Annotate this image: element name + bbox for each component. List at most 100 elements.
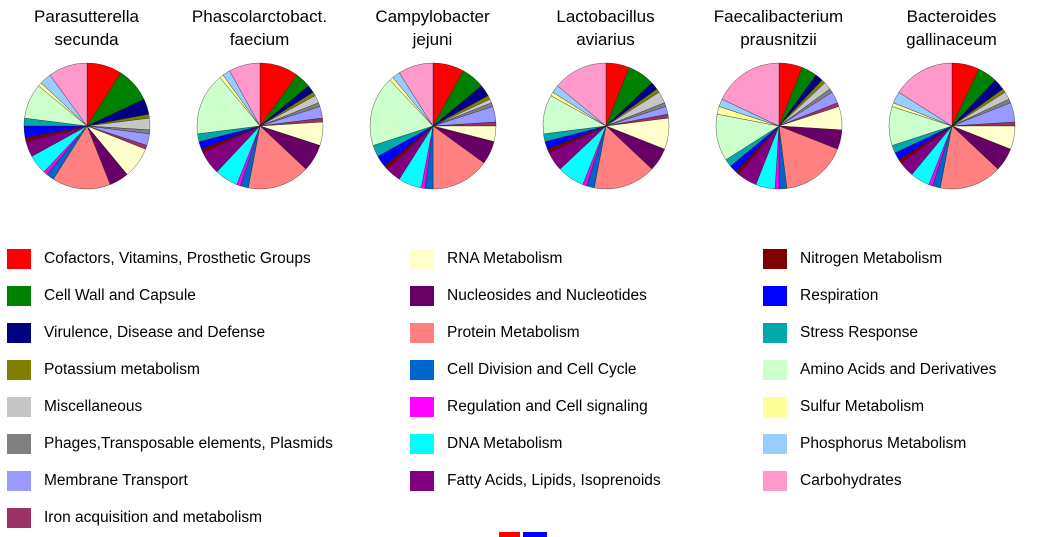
legend-item: Protein Metabolism [410,314,763,351]
legend-item: Sulfur Metabolism [763,388,1038,425]
pie-figure: Phascolarctobact. faecium [173,4,346,190]
legend-item: Membrane Transport [7,462,410,499]
legend-label: Stress Response [800,323,919,341]
legend-label: Cell Wall and Capsule [44,286,196,304]
legend-swatch [763,248,787,269]
pie-title: Parasutterella secunda [0,4,173,52]
legend-swatch [410,248,434,269]
legend-item: Cell Wall and Capsule [7,277,410,314]
legend-label: DNA Metabolism [447,434,563,452]
pie-title: Faecalibacterium prausnitzii [692,4,865,52]
legend-swatch [763,396,787,417]
pie-title-line1: Lactobacillus [556,7,655,26]
legend-column: Cofactors, Vitamins, Prosthetic Groups Ce… [7,240,410,536]
pie-figure: Bacteroides gallinaceum [865,4,1038,190]
pie-chart [23,62,150,190]
pie-title: Campylobacter jejuni [346,4,519,52]
legend-item: Stress Response [763,314,1038,351]
pie-title-line2: aviarius [576,30,635,49]
pie-slice [196,77,260,135]
pie-slice [52,125,110,190]
legend-label: Miscellaneous [44,397,143,415]
pie-slice [49,62,87,127]
pie-slice [398,62,433,127]
legend-column: Nitrogen Metabolism Respiration Stress Res… [763,240,1038,536]
legend-swatch [410,433,434,454]
legend-column: RNA Metabolism Nucleosides and Nucleotide… [410,240,763,536]
legend-swatch [763,433,787,454]
legend-item: Virulence, Disease and Defense [7,314,410,351]
pie-slice [369,79,433,146]
pie-chart [369,62,496,190]
legend-item: DNA Metabolism [410,425,763,462]
legend-swatch [7,248,31,269]
pie-title-line1: Phascolarctobact. [191,7,328,26]
pie-slice [898,62,952,127]
pie-slice [778,125,838,189]
pie-slice [721,62,779,127]
legend-swatch [410,359,434,380]
pie-title: Bacteroides gallinaceum [865,4,1038,52]
legend-label: Iron acquisition and metabolism [44,508,262,526]
pie-title-line2: secunda [54,30,119,49]
pie-title-line1: Bacteroides [906,7,997,26]
legend-label: Amino Acids and Derivatives [800,360,997,378]
legend-swatch [763,322,787,343]
cropped-bottom-swatches [499,532,547,537]
pie-slice [247,125,306,190]
pie-slice [556,62,606,127]
pie-chart [715,62,842,190]
pie-chart [888,62,1015,190]
legend-swatch [410,470,434,491]
pie-title-line1: Faecalibacterium [713,7,844,26]
legend-swatch [410,285,434,306]
pie-title: Phascolarctobact. faecium [173,4,346,52]
legend-label: Carbohydrates [800,471,902,489]
legend-item: Phosphorus Metabolism [763,425,1038,462]
legend-swatch [763,285,787,306]
pie-chart [196,62,323,190]
legend-item: Nucleosides and Nucleotides [410,277,763,314]
legend-item: Carbohydrates [763,462,1038,499]
legend-item: Potassium metabolism [7,351,410,388]
legend-swatch [7,285,31,306]
legend-label: Phages,Transposable elements, Plasmids [44,434,333,452]
legend-swatch [7,433,31,454]
pie-slice [939,125,998,190]
legend-swatch [763,470,787,491]
legend-swatch [410,396,434,417]
legend-item: Fatty Acids, Lipids, Isoprenoids [410,462,763,499]
legend-label: Cell Division and Cell Cycle [447,360,637,378]
legend-swatch [7,396,31,417]
pie-title-line2: faecium [229,30,290,49]
legend-swatch [763,359,787,380]
legend-label: Nitrogen Metabolism [800,249,943,267]
pie-title-line2: gallinaceum [906,30,997,49]
legend-label: Regulation and Cell signaling [447,397,648,415]
legend: Cofactors, Vitamins, Prosthetic Groups Ce… [0,240,1038,536]
pie-figure: Faecalibacterium prausnitzii [692,4,865,190]
legend-label: Virulence, Disease and Defense [44,323,266,341]
pie-title-line1: Campylobacter [375,7,490,26]
legend-swatch [7,470,31,491]
pie-chart [542,62,669,190]
legend-swatch [7,359,31,380]
legend-item: Regulation and Cell signaling [410,388,763,425]
pie-slice [432,125,484,190]
legend-label: Membrane Transport [44,471,188,489]
legend-item: Respiration [763,277,1038,314]
pie-title: Lactobacillus aviarius [519,4,692,52]
legend-label: Cofactors, Vitamins, Prosthetic Groups [44,249,311,267]
pie-title-line1: Parasutterella [34,7,139,26]
legend-item: Miscellaneous [7,388,410,425]
pie-figure: Lactobacillus aviarius [519,4,692,190]
legend-item: Cofactors, Vitamins, Prosthetic Groups [7,240,410,277]
pie-slice [593,125,652,190]
legend-label: Protein Metabolism [447,323,580,341]
legend-label: Potassium metabolism [44,360,200,378]
legend-label: Respiration [800,286,879,304]
legend-label: Sulfur Metabolism [800,397,925,415]
cropped-swatch-blue [523,532,547,537]
legend-label: Fatty Acids, Lipids, Isoprenoids [447,471,661,489]
